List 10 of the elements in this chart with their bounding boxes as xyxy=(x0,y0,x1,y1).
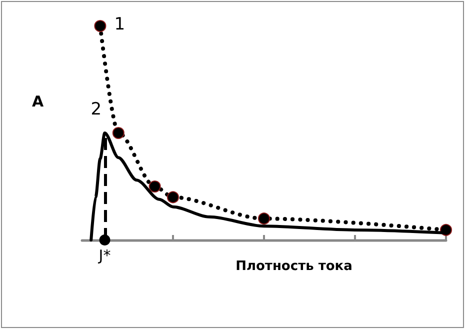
point xyxy=(167,191,179,204)
point xyxy=(94,20,106,32)
annotation: 1 xyxy=(114,14,126,34)
text: J* xyxy=(98,246,112,264)
point xyxy=(258,212,270,225)
x-axis-title: Плотность тока xyxy=(236,259,352,274)
y-axis-title: A xyxy=(32,92,44,110)
point xyxy=(112,127,124,139)
point xyxy=(148,180,161,192)
annotation: 2 xyxy=(90,100,102,120)
